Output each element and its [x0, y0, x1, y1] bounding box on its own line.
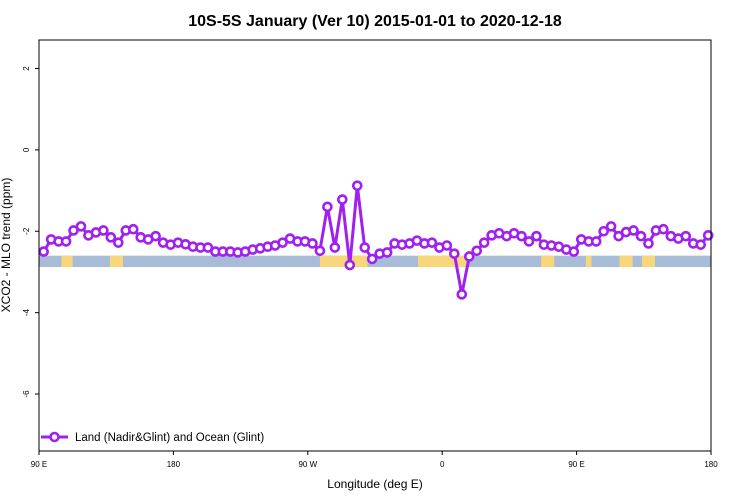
data-point [628, 225, 639, 236]
data-point [60, 236, 72, 247]
land-segment [417, 255, 441, 268]
x-tick-label: 90 W [298, 460, 317, 469]
x-tick-label: 180 [167, 460, 181, 469]
data-point [322, 201, 333, 213]
legend: Land (Nadir&Glint) and Ocean (Glint) [41, 431, 264, 444]
data-point [381, 247, 393, 258]
data-point [463, 251, 475, 262]
y-tick-label: 0 [22, 147, 31, 152]
land-segment [434, 255, 469, 268]
data-point [329, 242, 341, 253]
data-point [202, 242, 214, 253]
legend-label: Land (Nadir&Glint) and Ocean (Glint) [75, 432, 264, 444]
data-point [105, 232, 117, 243]
data-point [38, 246, 49, 257]
y-tick-label: -2 [22, 227, 31, 235]
legend-marker-swatch [49, 431, 60, 443]
data-point [643, 238, 654, 249]
data-point [695, 239, 707, 250]
data-point [702, 230, 714, 241]
land-segment [61, 255, 73, 268]
data-point [516, 230, 527, 242]
y-tick-label: 2 [22, 66, 31, 71]
land-segment [585, 255, 592, 268]
data-point [568, 246, 580, 257]
land-segment [319, 255, 368, 268]
data-point [635, 230, 647, 242]
y-axis-label: XCO2 - MLO trend (ppm) [0, 178, 13, 313]
y-tick-label: -4 [22, 309, 31, 317]
data-point [449, 248, 460, 259]
data-point [441, 240, 453, 251]
x-tick-label: 90 E [568, 460, 584, 469]
data-point [277, 237, 288, 248]
data-point [337, 194, 348, 205]
data-point [471, 245, 483, 257]
data-point [359, 242, 371, 253]
data-point [680, 230, 692, 242]
chart-title: 10S-5S January (Ver 10) 2015-01-01 to 20… [188, 13, 562, 30]
data-point [590, 236, 602, 247]
data-point [456, 289, 468, 300]
land-segment [619, 255, 633, 268]
data-point [366, 253, 378, 265]
land-segment [541, 255, 555, 268]
land-segment [641, 255, 655, 268]
data-point [351, 180, 363, 191]
x-tick-label: 180 [704, 460, 718, 469]
data-point [344, 259, 356, 271]
data-point [523, 236, 535, 247]
data-point [426, 237, 438, 248]
data-point [307, 238, 318, 249]
data-point [605, 221, 617, 232]
data-point [150, 230, 161, 242]
data-point [113, 237, 124, 248]
y-tick-label: -6 [22, 390, 31, 398]
x-axis-ticks: 90 E 180 90 W 0 90 E 180 [31, 451, 718, 469]
series-points-layer [38, 180, 714, 300]
x-tick-label: 0 [440, 460, 445, 469]
plot-frame [38, 39, 712, 452]
x-tick-label: 90 E [31, 460, 47, 469]
data-point [531, 230, 542, 242]
data-point [75, 221, 87, 232]
data-point [127, 223, 139, 235]
y-axis-ticks: 2 0 -2 -4 -6 [22, 66, 39, 398]
data-point [613, 230, 624, 242]
data-point [598, 225, 609, 237]
data-point [658, 223, 669, 235]
data-point [478, 237, 490, 248]
x-axis-label: Longitude (deg E) [327, 477, 422, 491]
data-point [98, 225, 109, 236]
land-segment [109, 255, 123, 268]
data-point [68, 225, 79, 236]
data-point [314, 245, 326, 257]
